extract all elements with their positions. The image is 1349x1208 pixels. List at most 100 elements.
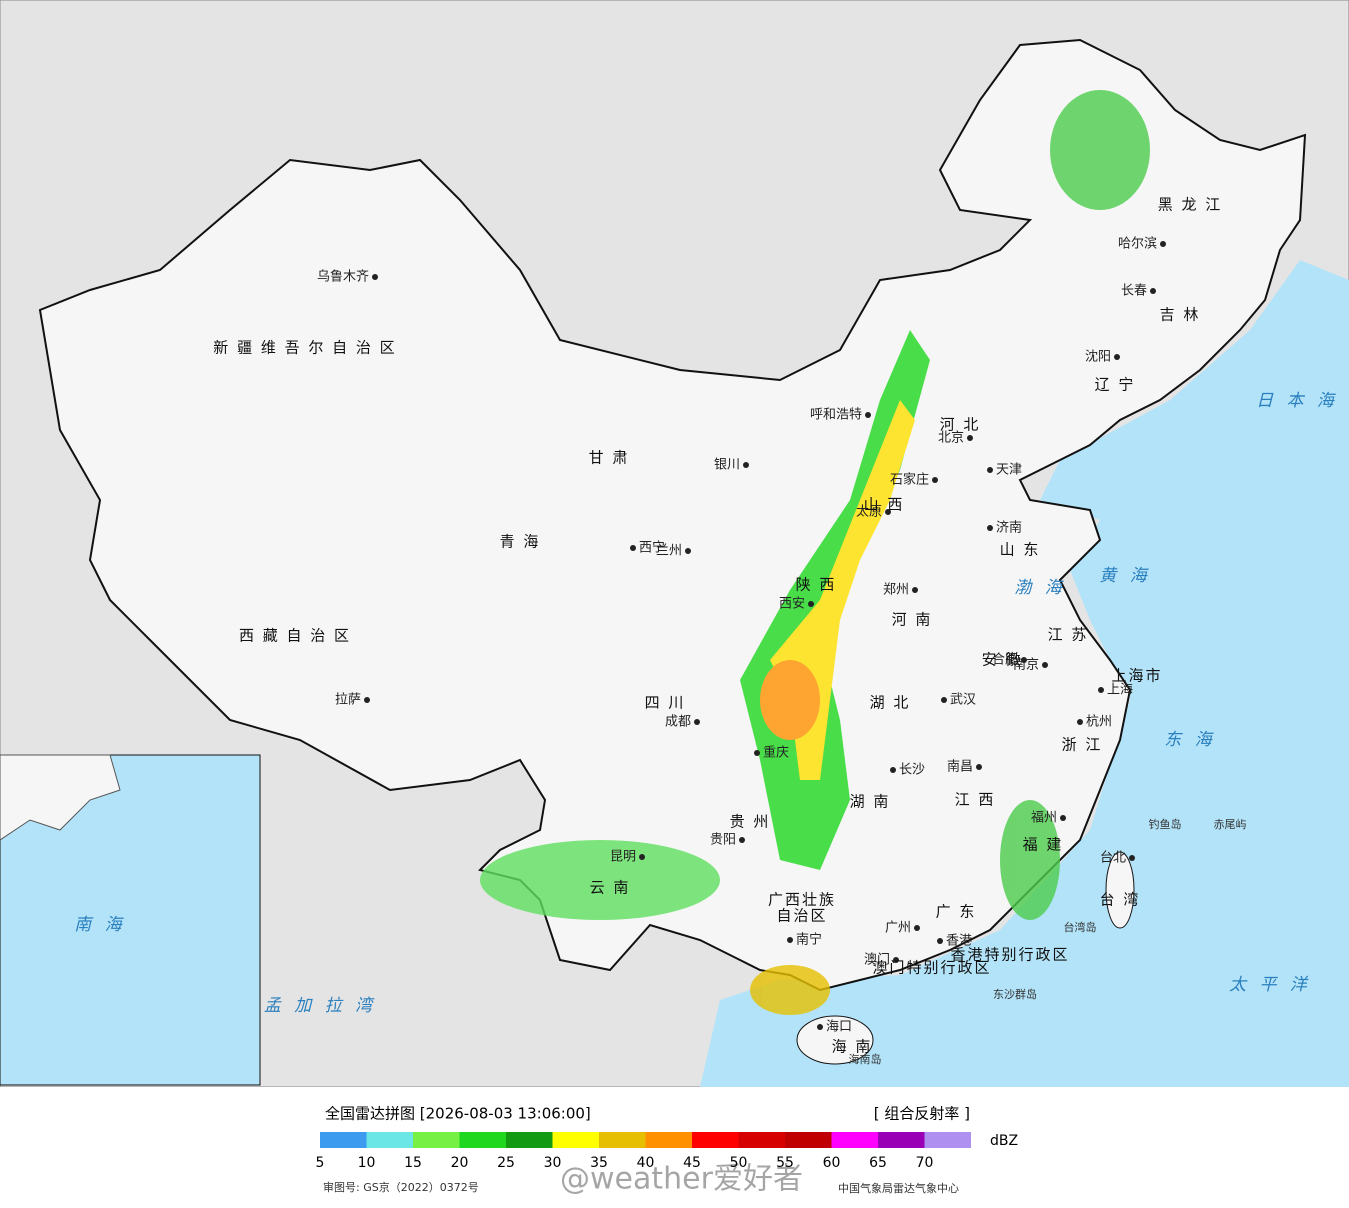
city-label: 南京 [1013,657,1039,673]
city-label: 杭州 [1086,715,1112,730]
island-label: 赤尾屿 [1214,818,1247,831]
region-label: 海 南 [832,1038,873,1056]
region-label: 西 藏 自 治 区 [239,627,351,645]
city-dot [912,587,918,593]
region-label: 浙 江 [1062,736,1103,754]
island-label: 台湾岛 [1064,920,1097,934]
region-label: 新 疆 维 吾 尔 自 治 区 [213,339,396,357]
legend-swatch [878,1132,925,1148]
city-dot [1098,687,1104,693]
city-dot [1129,855,1135,861]
city-dot [937,938,943,944]
city-label: 兰州 [656,544,682,559]
inset-land [0,754,121,841]
city-dot [914,925,920,931]
sea-label: 渤 海 [1014,578,1065,598]
island-label: 海南岛 [849,1052,882,1066]
region-label: 云 南 [590,879,631,897]
legend-swatch [831,1132,878,1148]
legend-swatch [552,1132,599,1148]
city-dot [364,697,370,703]
city-label: 贵阳 [710,833,736,848]
city-label: 银川 [714,458,740,473]
city-dot [1160,241,1166,247]
city-label: 武汉 [950,693,976,708]
sea-label: 黄 海 [1099,566,1150,586]
watermark: @weather爱好者 [560,1162,803,1197]
region-label: 青 海 [500,533,541,551]
region-label: 上海市 [1111,667,1162,685]
city-label: 福州 [1031,811,1057,826]
city-dot [976,764,982,770]
city-label: 广州 [885,921,911,936]
city-dot [787,937,793,943]
legend-tick: 60 [823,1155,841,1171]
city-label: 郑州 [883,583,909,598]
legend-swatch [692,1132,739,1148]
city-dot [890,767,896,773]
city-label: 天津 [996,463,1022,478]
region-label: 江 苏 [1048,626,1089,644]
sea-label: 南 海 [74,915,125,935]
region-label: 广 东 [936,903,977,921]
city-label: 沈阳 [1085,350,1111,365]
region-label: 澳门特别行政区 [872,959,991,977]
city-label: 南宁 [796,932,822,948]
city-dot [694,719,700,725]
legend-swatch [366,1132,413,1148]
legend-tick: 50 [730,1155,748,1171]
legend-tick: 20 [451,1155,469,1171]
island-label: 东沙群岛 [993,987,1037,1001]
city-dot [817,1024,823,1030]
city-dot [808,601,814,607]
city-dot [1021,657,1027,663]
city-label: 西宁 [639,540,665,556]
legend-tick: 25 [497,1155,515,1171]
region-label: 广西壮族 [768,891,836,909]
region-label: 湖 北 [870,694,911,712]
city-dot [739,837,745,843]
sea-label: 太 平 洋 [1229,975,1311,995]
legend-tick: 40 [637,1155,655,1171]
legend-tick: 65 [869,1155,887,1171]
city-label: 合肥 [992,653,1018,668]
legend-tick: 5 [316,1155,325,1171]
city-label: 南昌 [947,759,973,775]
city-label: 西安 [779,597,805,612]
region-label: 山 东 [1000,541,1041,559]
region-label: 山 西 [864,496,905,514]
city-dot [639,854,645,860]
region-label: 贵 州 [730,813,771,831]
region-label: 福 建 [1023,836,1064,854]
city-dot [1042,662,1048,668]
city-dot [932,477,938,483]
city-label: 太原 [856,505,882,520]
city-label: 台北 [1100,851,1126,866]
hainan [796,1015,874,1065]
region-label: 台 湾 [1100,891,1141,909]
city-label: 海口 [826,1020,852,1035]
legend-tick: 35 [590,1155,608,1171]
city-label: 香港 [946,934,972,949]
region-label: 湖 南 [850,793,891,811]
city-dot [967,435,973,441]
city-dot [987,525,993,531]
source: 中国气象局雷达气象中心 [838,1181,959,1195]
city-dot [1150,288,1156,294]
city-label: 澳门 [864,952,890,968]
city-label: 昆明 [610,850,636,865]
region-label: 自治区 [776,907,827,925]
region-label: 河 南 [892,611,933,629]
city-label: 成都 [665,715,691,730]
city-label: 重庆 [763,745,789,761]
city-dot [987,467,993,473]
legend-tick: 55 [776,1155,794,1171]
legend-swatch [924,1132,971,1148]
legend-tick: 45 [683,1155,701,1171]
sea-label: 日 本 海 [1256,391,1338,411]
legend-swatch [738,1132,785,1148]
legend-tick: 10 [358,1155,376,1171]
legend-swatch [599,1132,646,1148]
legend-swatch [785,1132,832,1148]
